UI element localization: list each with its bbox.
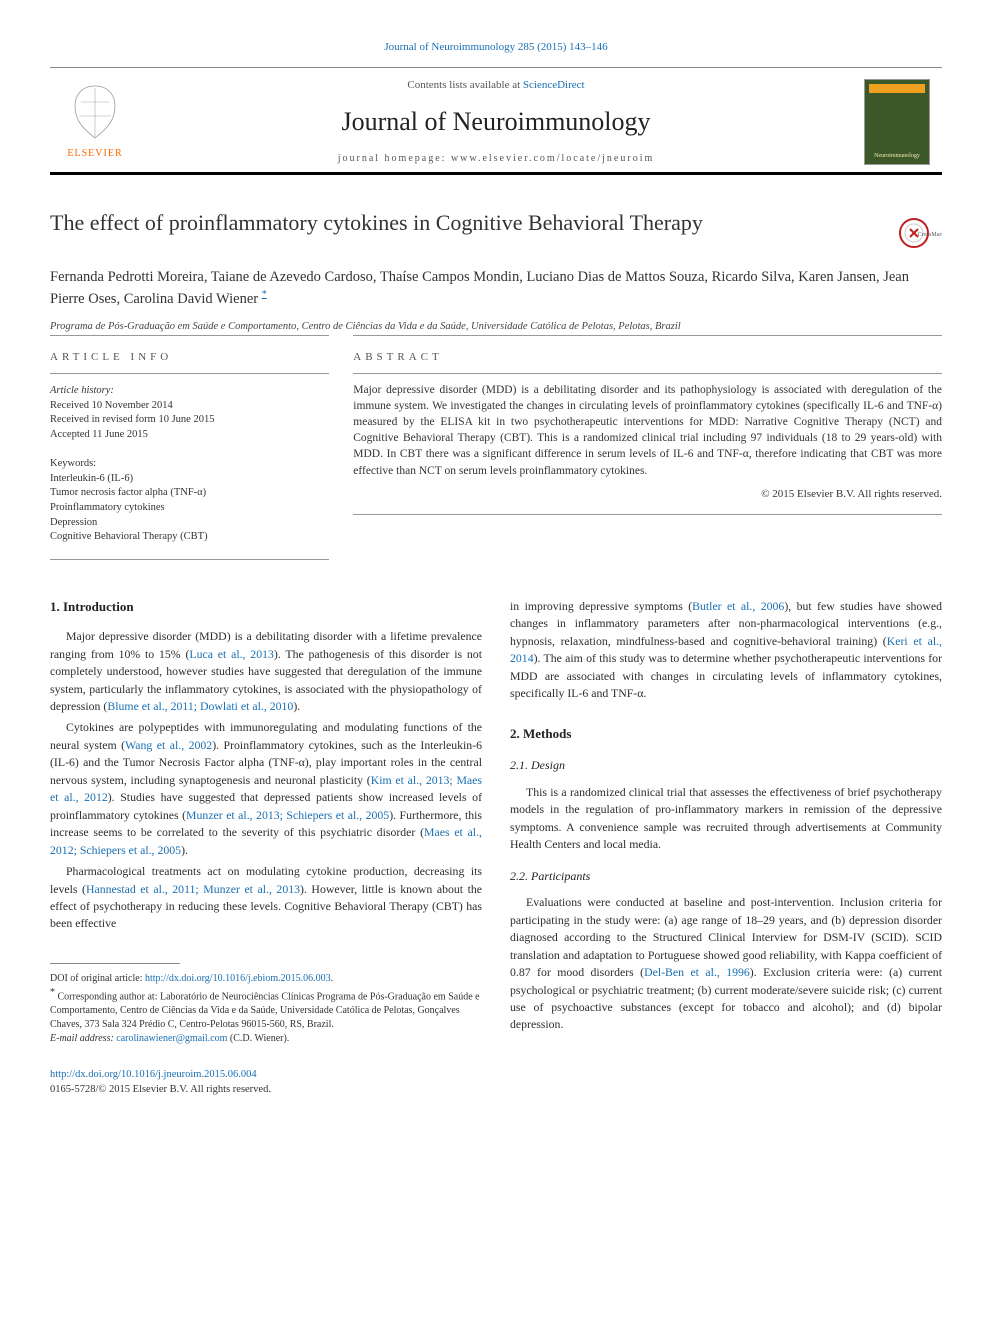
abstract-mid-rule bbox=[353, 373, 942, 374]
page-container: Journal of Neuroimmunology 285 (2015) 14… bbox=[0, 0, 992, 1138]
text-run: (C.D. Wiener). bbox=[227, 1033, 289, 1044]
top-bibliographic-link-anchor[interactable]: Journal of Neuroimmunology 285 (2015) 14… bbox=[384, 41, 607, 53]
info-top-rule bbox=[50, 335, 329, 336]
history-label: Article history: bbox=[50, 384, 329, 399]
journal-header-bar: ELSEVIER Contents lists available at Sci… bbox=[50, 67, 942, 175]
keyword-item: Depression bbox=[50, 516, 329, 531]
svg-text:ELSEVIER: ELSEVIER bbox=[67, 148, 122, 159]
body-right-column: in improving depressive symptoms (Butler… bbox=[510, 598, 942, 1098]
text-run: ). bbox=[293, 699, 300, 713]
body-two-columns: 1. Introduction Major depressive disorde… bbox=[50, 598, 942, 1098]
journal-cover-label: Neuroimmunology bbox=[865, 152, 929, 160]
text-run: E-mail address: bbox=[50, 1033, 116, 1044]
text-run: in improving depressive symptoms ( bbox=[510, 599, 692, 613]
info-abstract-row: article info Article history: Received 1… bbox=[50, 335, 942, 560]
article-info-column: article info Article history: Received 1… bbox=[50, 335, 353, 560]
journal-cover-slot: Neuroimmunology bbox=[852, 79, 942, 165]
participants-para: Evaluations were conducted at baseline a… bbox=[510, 894, 942, 1034]
citation-link[interactable]: Wang et al., 2002 bbox=[125, 738, 212, 752]
abstract-bottom-rule bbox=[353, 514, 942, 515]
affiliation: Programa de Pós-Graduação em Saúde e Com… bbox=[50, 320, 942, 335]
doi-copyright-block: http://dx.doi.org/10.1016/j.jneuroim.201… bbox=[50, 1068, 482, 1097]
section-heading-introduction: 1. Introduction bbox=[50, 598, 482, 616]
contents-available-line: Contents lists available at ScienceDirec… bbox=[140, 78, 852, 93]
article-info-label: article info bbox=[50, 350, 329, 365]
history-received: Received 10 November 2014 bbox=[50, 399, 329, 414]
footnote-email: E-mail address: carolinawiener@gmail.com… bbox=[50, 1032, 482, 1046]
citation-link[interactable]: Blume et al., 2011; Dowlati et al., 2010 bbox=[107, 699, 293, 713]
citation-link[interactable]: Hannestad et al., 2011; Munzer et al., 2… bbox=[86, 882, 300, 896]
publisher-logo-slot: ELSEVIER bbox=[50, 82, 140, 162]
subsection-heading-design: 2.1. Design bbox=[510, 757, 942, 774]
intro-para-1: Major depressive disorder (MDD) is a deb… bbox=[50, 628, 482, 715]
abstract-top-rule bbox=[353, 335, 942, 336]
text-run: DOI of original article: bbox=[50, 973, 145, 984]
design-para: This is a randomized clinical trial that… bbox=[510, 784, 942, 854]
article-doi-link[interactable]: http://dx.doi.org/10.1016/j.jneuroim.201… bbox=[50, 1069, 257, 1080]
journal-cover-thumbnail: Neuroimmunology bbox=[864, 79, 930, 165]
keyword-item: Proinflammatory cytokines bbox=[50, 501, 329, 516]
author-list: Fernanda Pedrotti Moreira, Taiane de Aze… bbox=[50, 267, 942, 310]
text-run: Corresponding author at: Laboratório de … bbox=[50, 991, 480, 1030]
intro-para-2: Cytokines are polypeptides with immunore… bbox=[50, 719, 482, 859]
journal-homepage-line: journal homepage: www.elsevier.com/locat… bbox=[140, 152, 852, 166]
subsection-heading-participants: 2.2. Participants bbox=[510, 868, 942, 885]
keywords-block: Keywords: Interleukin-6 (IL-6) Tumor nec… bbox=[50, 457, 329, 545]
top-bibliographic-link: Journal of Neuroimmunology 285 (2015) 14… bbox=[50, 40, 942, 55]
citation-link[interactable]: Butler et al., 2006 bbox=[692, 599, 784, 613]
article-title-row: The effect of proinflammatory cytokines … bbox=[50, 209, 942, 255]
citation-link[interactable]: Munzer et al., 2013; Schiepers et al., 2… bbox=[186, 808, 389, 822]
issn-copyright: 0165-5728/© 2015 Elsevier B.V. All right… bbox=[50, 1083, 482, 1098]
info-bottom-rule bbox=[50, 559, 329, 560]
contents-prefix: Contents lists available at bbox=[407, 79, 522, 91]
info-mid-rule bbox=[50, 373, 329, 374]
abstract-column: abstract Major depressive disorder (MDD)… bbox=[353, 335, 942, 560]
journal-header-center: Contents lists available at ScienceDirec… bbox=[140, 78, 852, 166]
journal-name: Journal of Neuroimmunology bbox=[140, 104, 852, 140]
text-run: ). bbox=[181, 843, 188, 857]
footnote-rule bbox=[50, 963, 180, 964]
footnotes-block: DOI of original article: http://dx.doi.o… bbox=[50, 972, 482, 1046]
citation-link[interactable]: Luca et al., 2013 bbox=[189, 647, 274, 661]
article-title: The effect of proinflammatory cytokines … bbox=[50, 209, 880, 238]
citation-link[interactable]: Del-Ben et al., 1996 bbox=[644, 965, 750, 979]
body-left-column: 1. Introduction Major depressive disorde… bbox=[50, 598, 482, 1098]
keywords-label: Keywords: bbox=[50, 457, 329, 472]
homepage-url: www.elsevier.com/locate/jneuroim bbox=[451, 153, 654, 164]
footnote-doi-original: DOI of original article: http://dx.doi.o… bbox=[50, 972, 482, 986]
keyword-item: Cognitive Behavioral Therapy (CBT) bbox=[50, 530, 329, 545]
intro-para-3: Pharmacological treatments act on modula… bbox=[50, 863, 482, 933]
email-link[interactable]: carolinawiener@gmail.com bbox=[116, 1033, 227, 1044]
homepage-prefix: journal homepage: bbox=[338, 153, 451, 164]
abstract-copyright: © 2015 Elsevier B.V. All rights reserved… bbox=[353, 487, 942, 502]
section-heading-methods: 2. Methods bbox=[510, 725, 942, 743]
doi-original-link[interactable]: http://dx.doi.org/10.1016/j.ebiom.2015.0… bbox=[145, 973, 331, 984]
corresponding-author-marker[interactable]: * bbox=[262, 289, 267, 300]
history-revised: Received in revised form 10 June 2015 bbox=[50, 413, 329, 428]
author-names: Fernanda Pedrotti Moreira, Taiane de Aze… bbox=[50, 269, 909, 307]
keyword-item: Interleukin-6 (IL-6) bbox=[50, 472, 329, 487]
crossmark-badge[interactable]: CrossMark bbox=[898, 211, 942, 255]
history-accepted: Accepted 11 June 2015 bbox=[50, 428, 329, 443]
sciencedirect-link[interactable]: ScienceDirect bbox=[523, 79, 585, 91]
keyword-item: Tumor necrosis factor alpha (TNF-α) bbox=[50, 486, 329, 501]
svg-text:CrossMark: CrossMark bbox=[918, 232, 942, 238]
elsevier-logo: ELSEVIER bbox=[61, 82, 129, 162]
article-history: Article history: Received 10 November 20… bbox=[50, 384, 329, 443]
abstract-text: Major depressive disorder (MDD) is a deb… bbox=[353, 382, 942, 479]
footnote-corresponding-author: * Corresponding author at: Laboratório d… bbox=[50, 986, 482, 1032]
intro-para-3-continued: in improving depressive symptoms (Butler… bbox=[510, 598, 942, 703]
text-run: ). The aim of this study was to determin… bbox=[510, 651, 942, 700]
abstract-label: abstract bbox=[353, 350, 942, 365]
